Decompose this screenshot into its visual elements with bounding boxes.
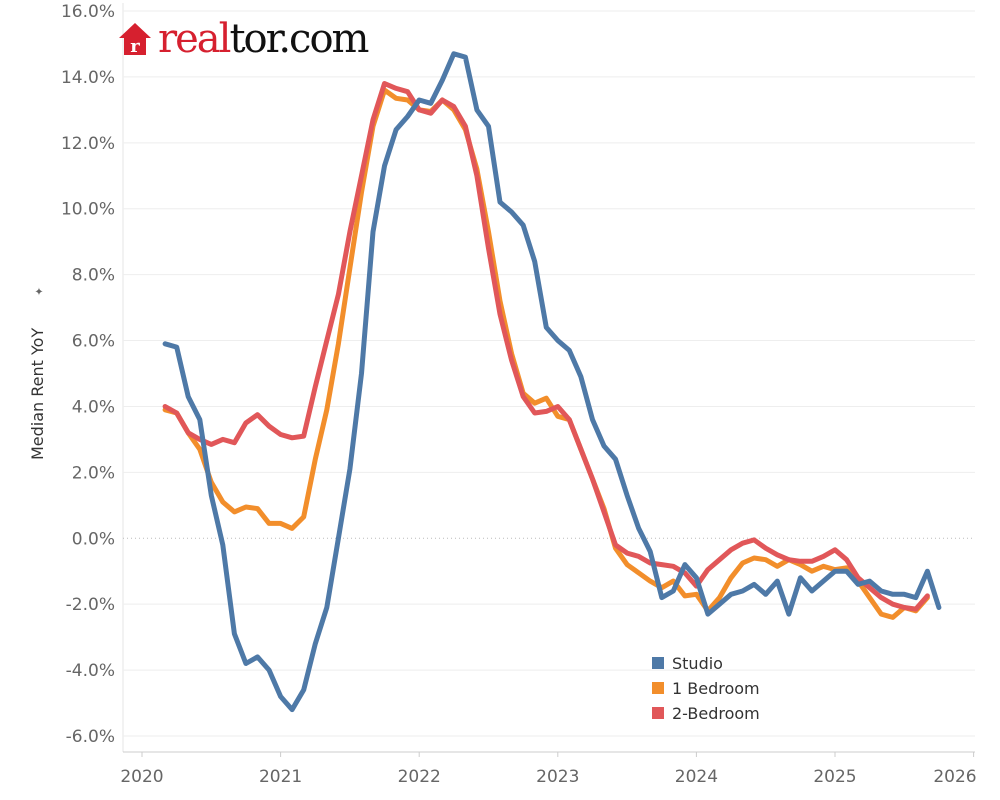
x-tick-label: 2026 [933,767,976,787]
y-tick-label: 4.0% [72,397,115,417]
x-tick-label: 2024 [675,767,718,787]
y-tick-label: 2.0% [72,463,115,483]
x-tick-label: 2020 [120,767,163,787]
logo-text-red: real [158,16,231,62]
series-2-bedroom [162,81,930,612]
legend-label: 1 Bedroom [672,679,760,698]
y-tick-label: 16.0% [61,2,115,22]
y-tick-label: -6.0% [66,727,115,747]
y-axis-label: Median Rent YoY [28,328,47,460]
y-tick-label: 6.0% [72,332,115,352]
y-tick-label: -4.0% [66,661,115,681]
legend-label: 2-Bedroom [672,704,760,723]
legend-swatch [652,657,664,669]
y-tick-label: 0.0% [72,529,115,549]
x-tick-label: 2023 [536,767,579,787]
realtor-logo: r real tor.com [118,14,369,64]
y-tick-label: 12.0% [61,134,115,154]
x-tick-label: 2021 [259,767,302,787]
series-studio [162,51,942,713]
y-tick-label: -2.0% [66,595,115,615]
legend-label: Studio [672,654,723,673]
logo-text-black: tor.com [229,16,369,62]
series-line [162,51,942,713]
house-logo-icon: r [119,23,151,57]
svg-text:r: r [130,36,140,57]
legend-swatch [652,682,664,694]
y-tick-label: 14.0% [61,68,115,88]
legend-swatch [652,707,664,719]
y-tick-label: 10.0% [61,200,115,220]
x-tick-label: 2022 [398,767,441,787]
series-line [162,81,930,612]
pin-icon: ✦ [33,287,46,296]
y-tick-label: 8.0% [72,266,115,286]
x-tick-label: 2025 [813,767,856,787]
